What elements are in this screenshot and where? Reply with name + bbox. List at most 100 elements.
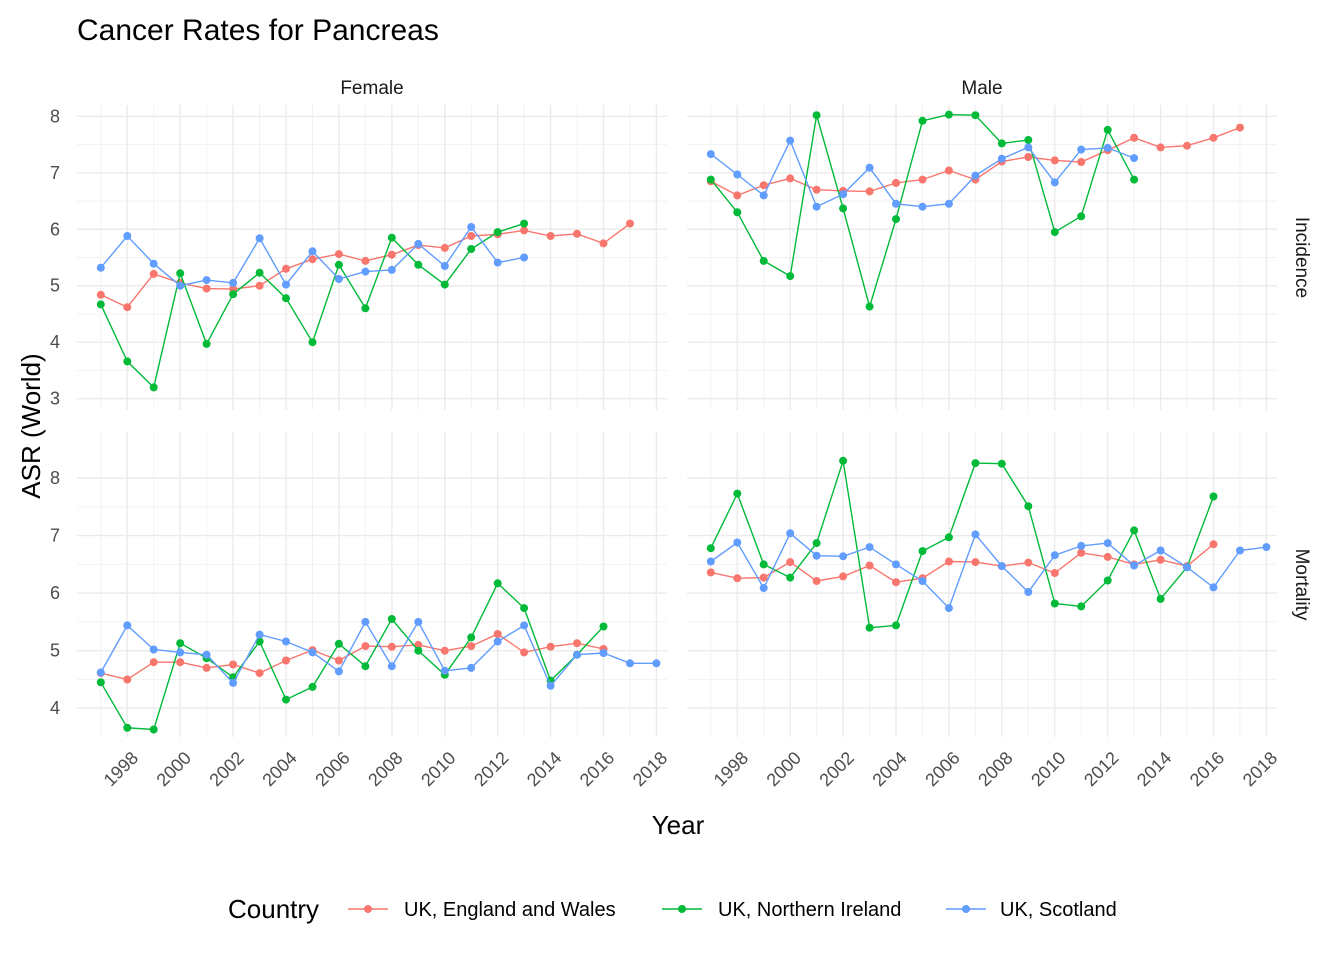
data-point [467, 633, 476, 642]
data-point [282, 294, 290, 303]
chart-title: Cancer Rates for Pancreas [77, 14, 439, 47]
x-tick-label: 2018 [1239, 748, 1281, 790]
series-line [710, 543, 1214, 583]
data-point [706, 557, 715, 566]
data-point [839, 204, 848, 213]
series-uk-northern-ireland [96, 579, 608, 734]
data-point [706, 175, 715, 184]
data-point [176, 658, 185, 667]
legend-key-point [678, 905, 686, 913]
data-point [149, 383, 158, 392]
data-point [1209, 583, 1218, 592]
data-point [1103, 576, 1112, 585]
y-tick-label: 7 [50, 163, 60, 183]
y-tick-label: 4 [50, 698, 60, 718]
data-point [123, 232, 132, 240]
data-point [865, 302, 874, 311]
legend-title: Country [228, 894, 319, 924]
x-tick-label: 2004 [258, 748, 300, 790]
data-point [971, 171, 980, 180]
legend-key-point [962, 905, 970, 913]
data-point [626, 659, 634, 668]
data-point [1156, 143, 1165, 152]
data-point [733, 489, 742, 498]
panel-male-mortality [687, 432, 1277, 737]
data-point [308, 247, 317, 256]
data-point [520, 648, 529, 657]
y-tick-label: 6 [50, 583, 60, 603]
data-point [971, 530, 980, 539]
data-point [334, 275, 343, 283]
x-tick-label: 2004 [868, 748, 910, 790]
data-point [944, 199, 953, 208]
facet-strip-male: Male [961, 78, 1002, 99]
data-point [706, 544, 715, 553]
y-tick-label: 8 [50, 468, 60, 488]
panel-female-incidence [77, 105, 667, 410]
data-point [520, 621, 529, 630]
series-line [710, 532, 1267, 610]
data-point [573, 639, 581, 648]
x-tick-label: 2018 [629, 748, 671, 790]
legend-item: UK, Scotland [946, 899, 1117, 921]
data-point [440, 243, 449, 252]
data-point [733, 170, 742, 179]
data-point [1050, 178, 1059, 187]
data-point [229, 290, 238, 299]
data-point [865, 163, 874, 172]
y-tick-label: 5 [50, 276, 60, 296]
data-point [759, 584, 768, 592]
data-point [414, 646, 423, 655]
data-point [96, 678, 105, 687]
data-point [440, 280, 449, 289]
data-point [176, 281, 185, 290]
data-point [1156, 555, 1165, 564]
data-point [1130, 133, 1139, 142]
data-point [467, 642, 476, 651]
data-point [1050, 228, 1059, 237]
x-tick-label: 2016 [1186, 748, 1228, 790]
data-point [202, 650, 211, 659]
data-point [1236, 546, 1244, 555]
facet-strip-mortality: Mortality [1291, 549, 1312, 621]
data-point [1024, 143, 1033, 152]
x-tick-label: 1998 [100, 748, 142, 790]
legend-label: UK, England and Wales [404, 899, 616, 921]
data-point [520, 253, 529, 262]
x-tick-label: 2010 [417, 748, 459, 790]
x-tick-label: 1998 [710, 748, 752, 790]
data-point [1077, 145, 1086, 154]
data-point [1130, 526, 1139, 535]
data-point [1024, 502, 1033, 511]
data-point [1103, 539, 1112, 548]
data-point [282, 656, 290, 665]
data-point [733, 538, 742, 547]
data-point [520, 226, 529, 235]
data-point [1050, 551, 1059, 560]
data-point [546, 681, 555, 690]
data-point [149, 269, 158, 278]
data-point [892, 199, 900, 208]
data-point [414, 260, 423, 269]
data-point [493, 579, 502, 588]
y-axis-title: ASR (World) [16, 353, 46, 498]
data-point [361, 304, 370, 313]
x-tick-label: 2008 [364, 748, 406, 790]
y-tick-label: 5 [50, 641, 60, 661]
facet-strip-female: Female [340, 78, 403, 99]
data-point [1183, 563, 1191, 572]
data-point [1103, 143, 1112, 152]
data-point [467, 223, 476, 231]
data-point [361, 617, 370, 626]
data-point [786, 558, 795, 567]
data-point [1130, 154, 1139, 163]
data-point [997, 154, 1006, 163]
x-tick-label: 2008 [974, 748, 1016, 790]
data-point [839, 552, 848, 561]
data-point [440, 262, 449, 270]
data-point [892, 178, 900, 187]
legend-label: UK, Scotland [1000, 899, 1117, 921]
data-point [520, 219, 529, 228]
data-point [308, 682, 317, 691]
data-point [786, 573, 795, 582]
